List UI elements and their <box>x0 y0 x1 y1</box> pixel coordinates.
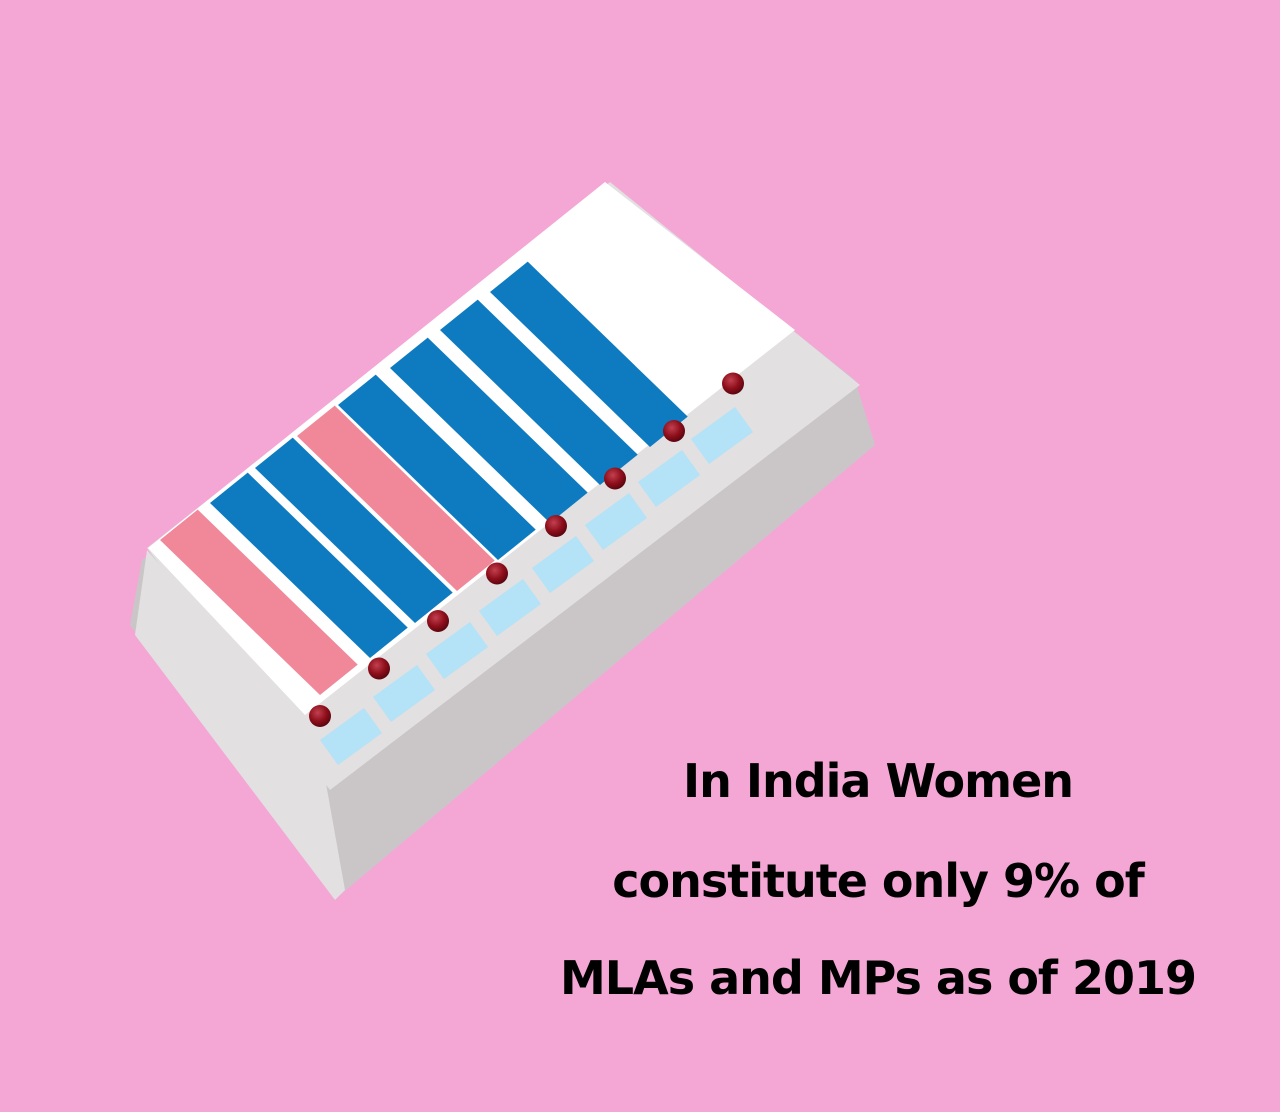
indicator-light-8 <box>722 372 744 395</box>
voting-machine <box>130 182 875 900</box>
candidate-bar-1 <box>160 509 358 695</box>
vote-button-6 <box>585 493 647 550</box>
vote-button-5 <box>532 536 594 593</box>
vote-button-4 <box>479 579 541 636</box>
indicator-light-3 <box>427 610 449 632</box>
candidate-bar-2 <box>210 472 408 658</box>
indicator-light-4 <box>486 562 508 585</box>
caption-line-2: constitute only 9% of <box>612 854 1145 908</box>
candidate-bar-6 <box>390 337 588 523</box>
machine-front-edge <box>135 550 345 900</box>
candidate-bar-8 <box>490 261 688 447</box>
candidate-bar-7 <box>440 299 638 485</box>
indicator-light-2 <box>368 657 390 680</box>
indicator-light-5 <box>545 515 567 537</box>
vote-button-2 <box>373 665 435 722</box>
candidate-bars <box>160 261 688 695</box>
vote-button-7 <box>638 450 700 507</box>
indicator-lights <box>309 372 744 727</box>
candidate-bar-3 <box>255 437 453 623</box>
indicator-light-1 <box>309 705 331 727</box>
vote-button-3 <box>426 622 488 679</box>
indicator-light-6 <box>604 467 626 490</box>
vote-buttons <box>320 407 753 765</box>
indicator-light-7 <box>663 420 685 442</box>
candidate-bar-5 <box>338 374 536 560</box>
vote-button-1 <box>320 708 382 765</box>
vote-button-8 <box>691 407 753 464</box>
candidate-bar-4 <box>297 405 495 591</box>
caption-line-1: In India Women <box>682 754 1074 808</box>
caption-line-3: MLAs and MPs as of 2019 <box>560 951 1197 1005</box>
